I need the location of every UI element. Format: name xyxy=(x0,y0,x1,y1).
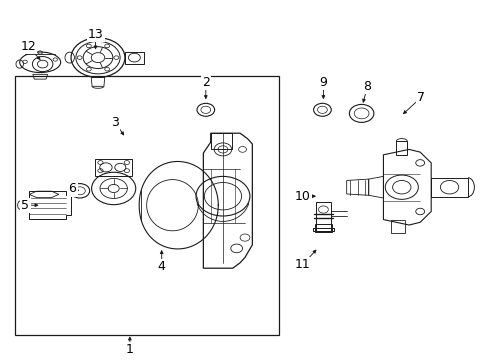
Text: 4: 4 xyxy=(158,260,166,273)
Bar xyxy=(125,52,144,63)
Text: 6: 6 xyxy=(69,183,76,195)
Text: 13: 13 xyxy=(88,28,103,41)
Text: 11: 11 xyxy=(295,258,311,271)
Text: 1: 1 xyxy=(126,343,134,356)
Text: 8: 8 xyxy=(364,80,371,93)
Text: 2: 2 xyxy=(202,76,210,89)
Text: 7: 7 xyxy=(417,91,425,104)
Text: 9: 9 xyxy=(319,76,327,89)
Bar xyxy=(15,76,279,335)
Text: 10: 10 xyxy=(295,190,311,203)
Text: 12: 12 xyxy=(21,40,36,53)
Text: 5: 5 xyxy=(22,199,29,212)
Text: 3: 3 xyxy=(111,116,119,129)
Bar xyxy=(315,224,332,232)
